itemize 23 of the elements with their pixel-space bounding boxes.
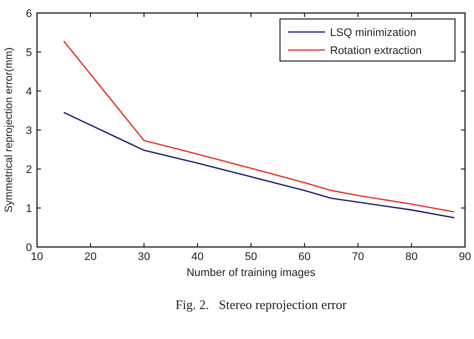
y-tick-label: 0 (26, 242, 32, 254)
y-axis-title: Symmetrical reprojection error(mm) (3, 47, 15, 213)
x-axis-title: Number of training images (186, 267, 316, 279)
legend-label: LSQ minimization (330, 27, 416, 39)
y-tick-label: 4 (26, 86, 32, 98)
y-tick-label: 1 (26, 203, 32, 215)
x-tick-label: 20 (84, 251, 97, 263)
x-tick-label: 80 (405, 251, 418, 263)
y-tick-label: 2 (26, 164, 32, 176)
x-tick-label: 10 (30, 251, 44, 263)
legend-label: Rotation extraction (330, 45, 422, 57)
caption: Fig. 2. Stereo reprojection error (175, 297, 348, 312)
line-series (63, 112, 455, 218)
x-tick-label: 50 (244, 251, 258, 263)
y-tick-label: 5 (26, 47, 32, 59)
x-tick-label: 70 (352, 251, 364, 263)
x-tick-label: 40 (191, 251, 204, 263)
x-tick-label: 30 (138, 251, 150, 263)
line-series (63, 40, 455, 213)
y-tick-label: 6 (26, 8, 32, 20)
x-tick-label: 60 (298, 251, 311, 263)
x-tick-label: 90 (458, 251, 472, 263)
y-tick-label: 3 (26, 125, 32, 137)
